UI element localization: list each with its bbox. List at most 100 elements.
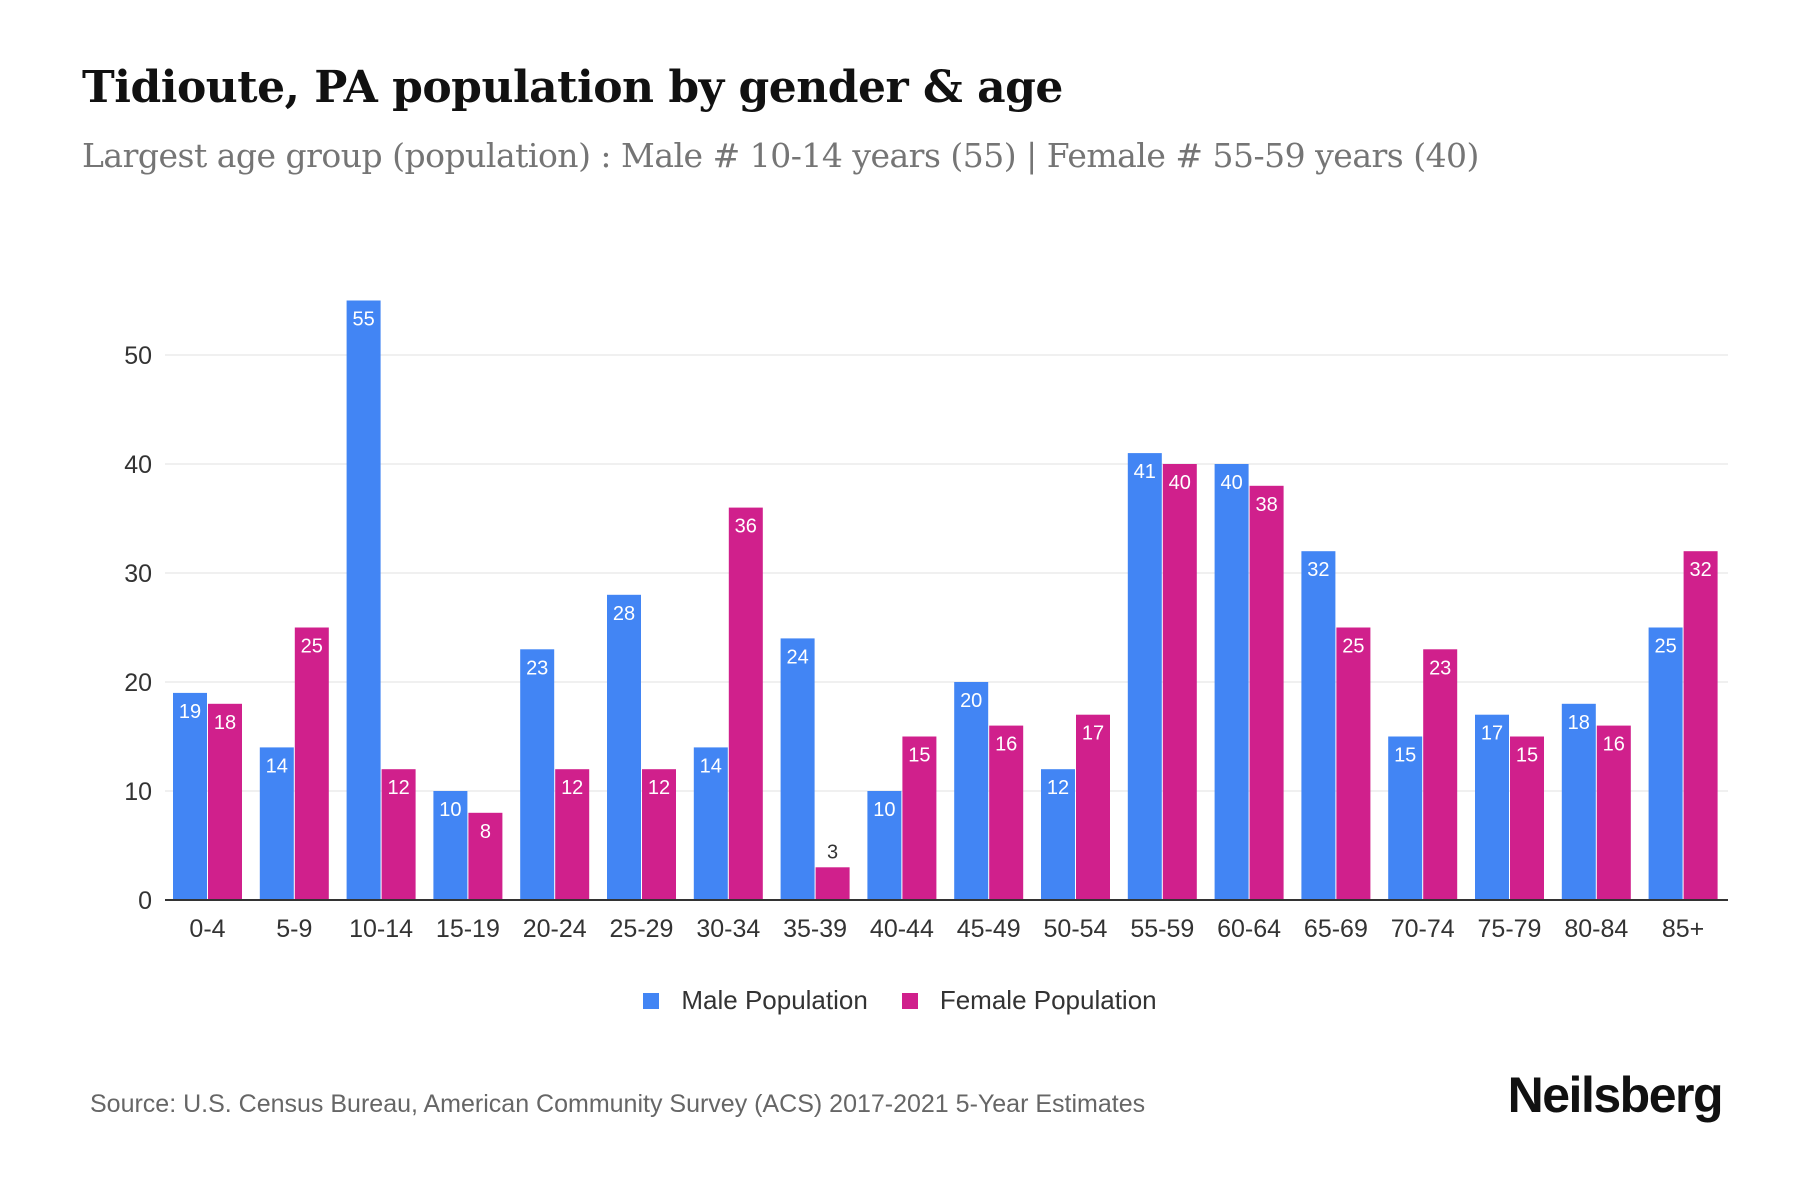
legend-label-female: Female Population	[939, 985, 1157, 1015]
data-label-female: 40	[1169, 472, 1191, 494]
bar-male[interactable]	[520, 649, 555, 900]
data-label-female: 8	[480, 821, 491, 843]
bar-male[interactable]	[1561, 703, 1596, 900]
data-label-male: 23	[526, 657, 548, 679]
bar-female[interactable]	[1249, 485, 1284, 900]
x-tick-label: 0-4	[189, 915, 225, 943]
gridlines	[165, 354, 1728, 792]
bar-female[interactable]	[381, 769, 416, 900]
bar-male[interactable]	[433, 791, 468, 900]
data-label-male: 55	[352, 309, 374, 331]
bar-male[interactable]	[1127, 453, 1162, 900]
data-label-male: 41	[1134, 461, 1156, 483]
x-tick-label: 70-74	[1391, 915, 1455, 943]
data-label-female: 16	[1603, 734, 1625, 756]
data-label-female: 12	[648, 777, 670, 799]
data-label-male: 14	[266, 755, 288, 777]
data-label-female: 17	[1082, 723, 1104, 745]
bar-male[interactable]	[173, 692, 207, 900]
x-tick-label: 55-59	[1130, 915, 1194, 943]
legend-label-male: Male Population	[681, 985, 868, 1015]
data-label-male: 24	[786, 646, 808, 668]
data-label-male: 32	[1307, 559, 1329, 581]
x-tick-label: 10-14	[349, 915, 413, 943]
y-tick-label: 40	[124, 451, 152, 479]
legend-swatch-female	[901, 992, 918, 1009]
data-label-female: 16	[995, 734, 1017, 756]
bar-male[interactable]	[1388, 736, 1423, 901]
bar-female[interactable]	[728, 507, 763, 900]
bar-female[interactable]	[468, 812, 503, 900]
legend: Male Population Female Population	[0, 985, 1800, 1016]
data-label-female: 3	[827, 841, 838, 863]
data-label-male: 12	[1047, 777, 1069, 799]
bar-male[interactable]	[1648, 627, 1683, 901]
x-tick-label: 75-79	[1478, 915, 1542, 943]
data-label-male: 25	[1654, 636, 1676, 658]
x-tick-label: 15-19	[436, 915, 500, 943]
source-note: Source: U.S. Census Bureau, American Com…	[90, 1090, 1146, 1118]
data-label-male: 19	[179, 701, 201, 723]
data-label-male: 20	[960, 690, 982, 712]
bar-male[interactable]	[1214, 464, 1249, 900]
bar-male[interactable]	[346, 300, 381, 901]
bar-male[interactable]	[693, 747, 728, 900]
y-axis-ticks: 0 10 20 30 40 50	[124, 342, 152, 915]
bar-female[interactable]	[815, 867, 850, 900]
data-label-female: 18	[214, 712, 236, 734]
legend-item-male[interactable]: Male Population	[643, 985, 868, 1016]
bar-female[interactable]	[208, 703, 242, 900]
data-label-female: 32	[1689, 559, 1711, 581]
bar-male[interactable]	[1475, 714, 1509, 900]
data-label-male: 14	[700, 755, 722, 777]
data-label-female: 15	[1516, 745, 1538, 767]
bar-female[interactable]	[989, 725, 1024, 900]
bar-female[interactable]	[1162, 464, 1197, 900]
x-axis-ticks: 0-4 5-9 10-14 15-19 20-24 25-29 30-34 35-39 40-4…	[189, 915, 1704, 943]
data-label-female: 25	[301, 636, 323, 658]
data-label-male: 10	[873, 799, 895, 821]
bar-female[interactable]	[1596, 725, 1631, 900]
x-tick-label: 65-69	[1304, 915, 1368, 943]
bar-female[interactable]	[902, 736, 937, 901]
data-label-female: 12	[387, 777, 409, 799]
bar-female[interactable]	[1076, 714, 1110, 900]
data-labels: 19 18 14 25 55 12 10 8 23 12 28 12 14 36 24 3 10 15 20 16 12…	[179, 309, 1712, 864]
bar-male[interactable]	[1301, 551, 1336, 900]
data-label-female: 36	[735, 516, 757, 538]
bar-male[interactable]	[954, 682, 989, 900]
data-label-male: 15	[1394, 745, 1416, 767]
x-tick-label: 30-34	[696, 915, 760, 943]
x-tick-label: 80-84	[1564, 915, 1628, 943]
bar-female[interactable]	[1336, 627, 1371, 901]
x-tick-label: 25-29	[610, 915, 674, 943]
bar-female[interactable]	[1683, 551, 1718, 900]
x-tick-label: 85+	[1662, 915, 1704, 943]
bar-female[interactable]	[294, 627, 329, 901]
bar-female[interactable]	[1423, 649, 1458, 900]
brand-logo: Neilsberg	[1507, 1067, 1724, 1123]
chart-title: Tidioute, PA population by gender & age	[82, 62, 1063, 113]
data-label-male: 40	[1220, 472, 1242, 494]
bar-male[interactable]	[1041, 769, 1075, 900]
x-tick-label: 50-54	[1044, 915, 1108, 943]
bar-male[interactable]	[259, 747, 294, 900]
x-tick-label: 35-39	[783, 915, 847, 943]
data-label-female: 23	[1429, 657, 1451, 679]
data-label-male: 17	[1481, 723, 1503, 745]
bar-female[interactable]	[1510, 736, 1544, 901]
data-label-female: 15	[908, 745, 930, 767]
data-label-male: 28	[613, 603, 635, 625]
bar-female[interactable]	[555, 769, 590, 900]
bar-male[interactable]	[607, 594, 641, 900]
bar-male[interactable]	[780, 638, 815, 900]
bar-female[interactable]	[642, 769, 676, 900]
y-tick-label: 20	[124, 669, 152, 697]
chart-subtitle: Largest age group (population) : Male # …	[82, 136, 1479, 175]
x-tick-label: 60-64	[1217, 915, 1281, 943]
bar-male[interactable]	[867, 791, 902, 900]
legend-item-female[interactable]: Female Population	[901, 985, 1157, 1016]
bars	[173, 300, 1718, 901]
y-tick-label: 30	[124, 560, 152, 588]
